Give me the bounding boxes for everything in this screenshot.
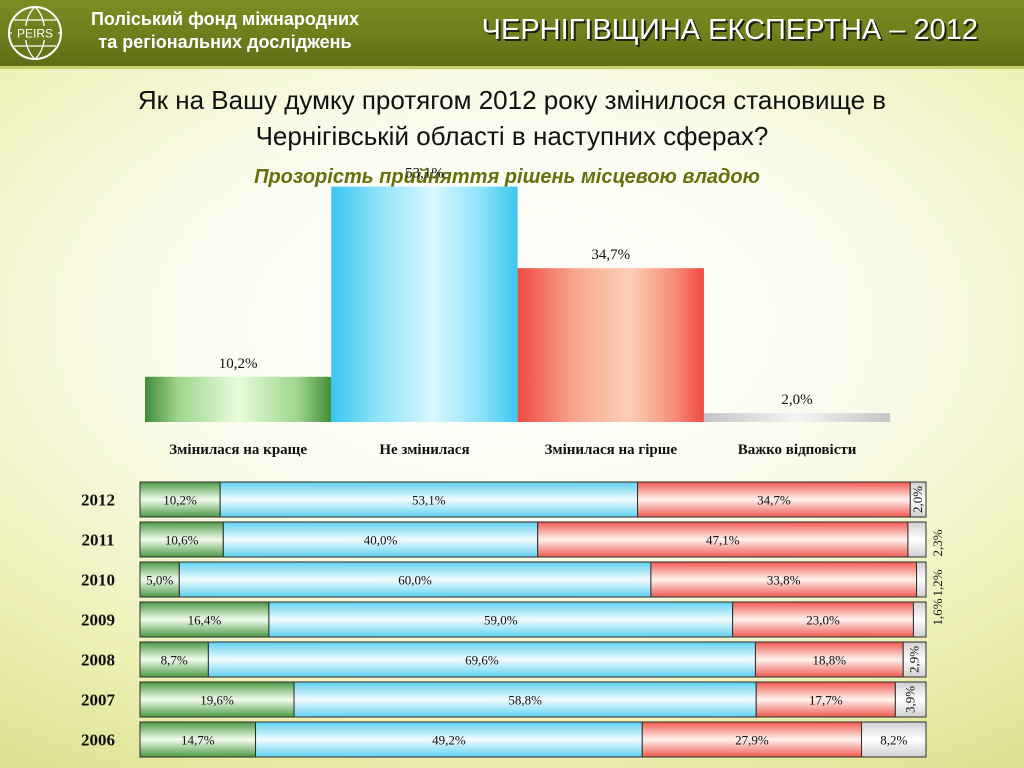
bar-label-same-2008: 69,6% [465, 653, 499, 668]
bar-label-better-2009: 16,4% [188, 613, 222, 628]
question-line2: Чернігівській області в наступних сферах… [255, 121, 769, 151]
bar-segment-better-2006 [139, 721, 257, 758]
bar-segment-same-2008 [207, 641, 756, 678]
bar-label-better-2006: 14,7% [181, 733, 215, 748]
bar-segment-better-2010 [139, 561, 180, 598]
bar-label-hard-2006: 8,2% [880, 733, 907, 748]
bar-label-better-2010: 5,0% [146, 573, 173, 588]
question-title: Як на Вашу думку протягом 2012 року змін… [20, 82, 1004, 154]
bar-segment-worse-2006 [641, 721, 863, 758]
bar-label-better-2007: 19,6% [200, 693, 234, 708]
bar-segment-hard-2008 [902, 641, 927, 678]
year-label-2006: 2006 [81, 731, 115, 750]
bar-label-worse-2008: 18,8% [813, 653, 847, 668]
organization-name: Поліський фонд міжнародних та регіональн… [70, 8, 380, 54]
bar-label-hard-2009: 1,6% [930, 598, 945, 625]
bar-label-worse-2006: 27,9% [735, 733, 769, 748]
bar-segment-hard-2010 [916, 561, 927, 598]
year-label-2010: 2010 [81, 571, 115, 590]
question-line1: Як на Вашу думку протягом 2012 року змін… [137, 85, 887, 115]
bar-segment-hard-2012 [909, 481, 927, 518]
bar-label-hard-2008: 2,9% [907, 646, 922, 673]
bar-segment-better-2007 [139, 681, 295, 718]
bar-segment-same-2007 [293, 681, 757, 718]
column-category-label-hard: Важко відповісти [737, 442, 857, 458]
column-category-label-better: Змінилася на краще [169, 442, 307, 458]
bar-label-same-2009: 59,0% [484, 613, 518, 628]
peirs-logo-icon: PEIRS [8, 6, 62, 60]
year-label-2007: 2007 [81, 691, 116, 710]
bar-segment-worse-2007 [755, 681, 896, 718]
bar-label-better-2011: 10,6% [165, 533, 199, 548]
chart-subtitle: Прозорість прийняття рішень місцевою вла… [254, 166, 760, 188]
bar-segment-hard-2006 [861, 721, 927, 758]
bar-segment-hard-2011 [907, 521, 927, 558]
year-label-2008: 2008 [81, 651, 115, 670]
bar-label-worse-2012: 34,7% [757, 493, 791, 508]
bar-segment-same-2006 [255, 721, 643, 758]
bar-label-better-2012: 10,2% [163, 493, 197, 508]
bar-label-worse-2010: 33,8% [767, 573, 801, 588]
bar-label-hard-2007: 3,9% [903, 686, 918, 713]
bar-label-hard-2011: 2,3% [930, 529, 945, 556]
year-label-2011: 2011 [81, 531, 114, 550]
org-name-line1: Поліський фонд міжнародних [90, 9, 360, 29]
bar-segment-hard-2007 [894, 681, 927, 718]
org-name-line2: та регіональних досліджень [98, 32, 352, 52]
bar-segment-worse-2012 [637, 481, 911, 518]
slide-header: PEIRS Поліський фонд міжнародних та регі… [0, 0, 1024, 69]
bar-segment-hard-2009 [912, 601, 927, 638]
bar-label-same-2012: 53,1% [412, 493, 446, 508]
bar-label-better-2008: 8,7% [161, 653, 188, 668]
bar-label-worse-2011: 47,1% [706, 533, 740, 548]
year-label-2012: 2012 [81, 491, 115, 510]
bar-segment-better-2012 [139, 481, 221, 518]
bar-segment-better-2011 [139, 521, 224, 558]
bar-segment-same-2012 [219, 481, 639, 518]
bar-segment-same-2010 [178, 561, 652, 598]
column-category-label-same: Не змінилася [379, 442, 470, 458]
column-category-label-worse: Змінилася на гірше [544, 442, 678, 458]
bar-label-hard-2012: 2,0% [910, 486, 925, 513]
bar-label-same-2007: 58,8% [508, 693, 542, 708]
bar-label-same-2006: 49,2% [432, 733, 466, 748]
bar-label-hard-2010: 1,2% [930, 569, 945, 596]
bar-label-same-2010: 60,0% [398, 573, 432, 588]
year-label-2009: 2009 [81, 611, 115, 630]
bar-segment-better-2008 [139, 641, 209, 678]
brand-title: ЧЕРНІГІВЩИНА ЕКСПЕРТНА – 2012 [481, 14, 978, 46]
bar-label-worse-2007: 17,7% [809, 693, 843, 708]
bar-label-worse-2009: 23,0% [806, 613, 840, 628]
logo-text: PEIRS [17, 27, 53, 41]
bar-segment-same-2009 [268, 601, 734, 638]
bar-label-same-2011: 40,0% [364, 533, 398, 548]
